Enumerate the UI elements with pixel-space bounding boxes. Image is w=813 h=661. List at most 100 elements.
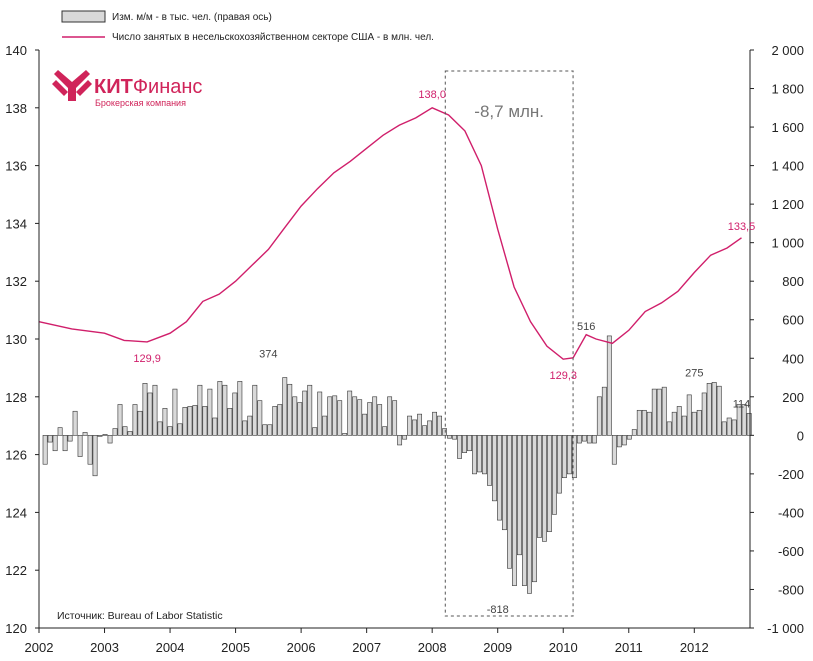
bar (57, 427, 63, 436)
bar (232, 392, 238, 436)
bar (741, 404, 747, 436)
bar (172, 388, 178, 436)
bar (736, 404, 742, 436)
bar (127, 431, 133, 436)
left-tick-label: 132 (5, 274, 27, 289)
x-tick-label: 2006 (287, 640, 316, 655)
bar (527, 435, 532, 594)
bar (392, 400, 398, 436)
bar (382, 426, 388, 436)
bar (367, 402, 373, 436)
bar (347, 390, 353, 436)
bar (257, 400, 263, 436)
bar (72, 410, 78, 436)
x-tick-label: 2004 (156, 640, 185, 655)
bar (102, 434, 108, 436)
bar (177, 423, 183, 436)
bar (536, 435, 542, 538)
bar-value-label: 275 (685, 367, 703, 379)
legend-line-label: Число занятых в несельскохозяйственном с… (112, 32, 434, 43)
line-value-label: 129,9 (133, 353, 161, 365)
bar (342, 433, 348, 436)
bar (272, 406, 278, 436)
bar (616, 435, 622, 448)
right-tick-label: 1 800 (771, 82, 804, 97)
left-tick-label: 122 (5, 563, 27, 578)
right-tick-label: -600 (778, 544, 804, 559)
line-value-label: 138,0 (418, 89, 446, 101)
right-tick-label: 0 (797, 428, 804, 443)
right-tick-label: -800 (778, 582, 804, 597)
highlight-box-label: -8,7 млн. (474, 102, 544, 121)
bar (112, 428, 118, 436)
bar (641, 409, 647, 436)
employment-line (38, 107, 742, 360)
right-tick-label: 1 200 (771, 197, 804, 212)
left-tick-label: 124 (5, 505, 27, 520)
right-tick-label: 1 600 (771, 120, 804, 135)
bar (107, 435, 113, 444)
bar (312, 427, 318, 436)
bar (661, 386, 667, 436)
bar (307, 384, 313, 436)
bar (302, 390, 308, 436)
bar (157, 421, 163, 436)
bar (512, 435, 517, 586)
bar (92, 435, 98, 477)
bar (551, 435, 557, 515)
right-tick-label: -200 (778, 467, 804, 482)
logo-text: КИТФинанс (94, 76, 202, 98)
x-tick-label: 2003 (90, 640, 119, 655)
bar (432, 411, 437, 436)
bar (337, 400, 343, 436)
x-tick-label: 2002 (25, 640, 54, 655)
right-tick-label: 2 000 (771, 43, 804, 58)
bar (117, 404, 123, 436)
bar (207, 388, 213, 436)
bar (686, 394, 692, 436)
bar (541, 435, 547, 542)
bar (122, 426, 128, 436)
logo-subtitle: Брокерская компания (95, 98, 186, 108)
bar (442, 428, 447, 436)
bar (422, 425, 427, 436)
bar (487, 435, 492, 486)
bar (502, 435, 507, 531)
bar (237, 381, 243, 436)
right-tick-label: -400 (778, 505, 804, 520)
bar (746, 413, 752, 436)
bar (292, 396, 298, 436)
bar (242, 420, 248, 436)
right-tick-label: 1 400 (771, 159, 804, 174)
bar (472, 435, 477, 475)
right-tick-label: 200 (782, 390, 804, 405)
bar (601, 386, 607, 436)
bar (452, 435, 457, 440)
bar (222, 384, 228, 436)
bar (437, 415, 442, 436)
bar (651, 388, 657, 436)
bar (626, 435, 632, 440)
bar (656, 388, 662, 436)
bar (82, 432, 88, 436)
x-tick-label: 2009 (483, 640, 512, 655)
bar (606, 335, 612, 436)
bar-series (42, 335, 752, 594)
x-tick-label: 2012 (680, 640, 709, 655)
bar (477, 435, 482, 473)
right-tick-label: -1 000 (767, 621, 804, 636)
bar (202, 406, 208, 436)
x-tick-label: 2007 (352, 640, 381, 655)
bar (52, 435, 58, 452)
bar (397, 435, 403, 446)
bar (591, 435, 597, 444)
x-tick-label: 2010 (549, 640, 578, 655)
bar (596, 396, 602, 436)
bar (377, 404, 383, 436)
bar (482, 435, 487, 475)
bar (352, 396, 358, 436)
legend-bar-label: Изм. м/м - в тыс. чел. (правая ось) (112, 12, 272, 23)
legend: Изм. м/м - в тыс. чел. (правая ось) Числ… (61, 10, 434, 43)
bar (671, 411, 677, 436)
